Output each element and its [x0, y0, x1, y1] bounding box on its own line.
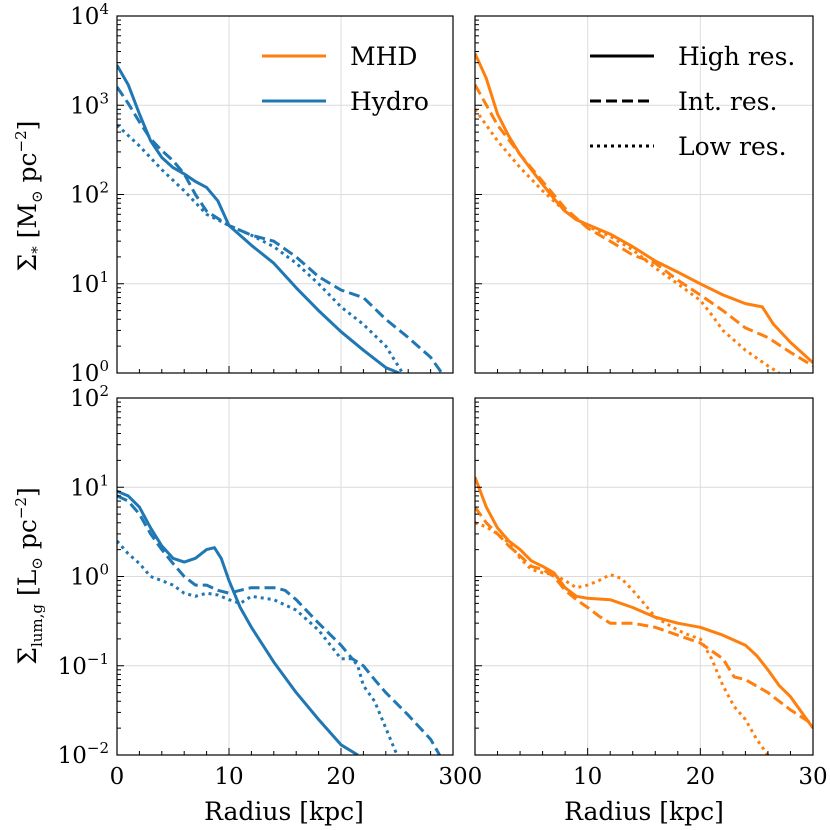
series-dashed-lum-mhd — [475, 506, 813, 726]
series-dashed-lum-hydro — [117, 494, 441, 755]
x-tick-label: 10 — [573, 764, 602, 790]
legend-label-hydro: Hydro — [350, 87, 429, 116]
y-tick-base: 10 — [70, 475, 99, 501]
x-axis-label-left: Radius [kpc] — [204, 797, 364, 826]
y-tick-label: 104 — [70, 0, 109, 30]
legend-resolution: High res. Int. res. Low res. — [590, 42, 795, 161]
y-tick-label: 10−2 — [58, 739, 109, 769]
ylabel-top-unit-post: ] — [13, 121, 42, 131]
y-tick-base: 10 — [70, 93, 99, 119]
y-tick-label: 103 — [70, 89, 109, 119]
ylabel-bottom-unit-sup: −2 — [12, 497, 30, 519]
y-tick-exponent: 0 — [99, 357, 109, 375]
y-tick-exponent: 0 — [99, 561, 109, 579]
y-tick-label: 100 — [70, 357, 109, 387]
y-tick-base: 10 — [70, 565, 99, 591]
x-axis-label-right: Radius [kpc] — [564, 797, 724, 826]
series-dashed-stellar-hydro — [117, 86, 444, 373]
panel-stellar-mhd — [474, 15, 814, 374]
y-tick-exponent: 3 — [99, 89, 109, 107]
x-tick-label: 30 — [438, 764, 467, 790]
x-tick-label: 0 — [468, 764, 483, 790]
series-solid-stellar-hydro — [117, 64, 400, 373]
ylabel-bottom-main: Σ — [13, 647, 42, 665]
panel-lum-mhd: 0 10 20 30 — [468, 397, 828, 790]
y-tick-base: 10 — [58, 743, 87, 769]
y-tick-base: 10 — [70, 183, 99, 209]
y-tick-label: 102 — [70, 382, 109, 412]
ylabel-bottom-unit-pre: [L — [13, 570, 42, 604]
y-axis-label-bottom: Σlum,g [L⊙ pc−2] — [12, 487, 46, 664]
y-axis-label-top: Σ* [M⊙ pc−2] — [12, 121, 46, 272]
y-tick-base: 10 — [70, 386, 99, 412]
ylabel-top-unit-sub: ⊙ — [28, 190, 46, 203]
y-tick-base: 10 — [70, 272, 99, 298]
y-tick-label: 101 — [70, 471, 109, 501]
y-tick-label: 100 — [70, 561, 109, 591]
series-dotted-lum-hydro — [117, 540, 399, 755]
y-tick-label: 10−1 — [58, 650, 109, 680]
y-tick-base: 10 — [70, 4, 99, 30]
ylabel-bottom-sub: lum,g — [28, 604, 46, 647]
y-tick-exponent: 1 — [99, 268, 109, 286]
ylabel-top-unit-pre: [M — [13, 203, 42, 246]
y-tick-exponent: −2 — [87, 739, 109, 757]
y-tick-exponent: 2 — [99, 382, 109, 400]
x-tick-label: 10 — [214, 764, 243, 790]
y-tick-exponent: 1 — [99, 471, 109, 489]
y-tick-exponent: 2 — [99, 179, 109, 197]
series-solid-lum-mhd — [475, 476, 813, 729]
ylabel-top-unit-mid: pc — [13, 152, 42, 190]
y-tick-base: 10 — [70, 361, 99, 387]
y-tick-label: 101 — [70, 268, 109, 298]
series-dotted-lum-mhd — [475, 521, 770, 755]
series-dashed-stellar-mhd — [475, 83, 813, 368]
ylabel-bottom-unit-post: ] — [13, 487, 42, 497]
series-dotted-stellar-hydro — [117, 124, 404, 373]
y-tick-label: 102 — [70, 179, 109, 209]
series-dotted-stellar-mhd — [475, 108, 780, 373]
legend-label-low-res: Low res. — [678, 132, 787, 161]
legend-label-high-res: High res. — [678, 42, 795, 71]
x-tick-label: 0 — [110, 764, 125, 790]
x-tick-label: 30 — [798, 764, 827, 790]
x-tick-label: 20 — [686, 764, 715, 790]
legend-label-int-res: Int. res. — [678, 87, 777, 116]
ylabel-top-sub: * — [28, 246, 46, 254]
ylabel-bottom-unit-sub: ⊙ — [28, 557, 46, 570]
y-tick-exponent: 4 — [99, 0, 109, 18]
ylabel-top-main: Σ — [13, 254, 42, 272]
x-tick-label: 20 — [326, 764, 355, 790]
ylabel-bottom-unit-mid: pc — [13, 519, 42, 557]
y-tick-base: 10 — [58, 654, 87, 680]
series-solid-lum-hydro — [117, 489, 359, 755]
legend-label-mhd: MHD — [350, 42, 417, 71]
ylabel-top-unit-sup: −2 — [12, 130, 30, 152]
legend-model: MHD Hydro — [262, 42, 429, 116]
y-tick-exponent: −1 — [87, 650, 109, 668]
